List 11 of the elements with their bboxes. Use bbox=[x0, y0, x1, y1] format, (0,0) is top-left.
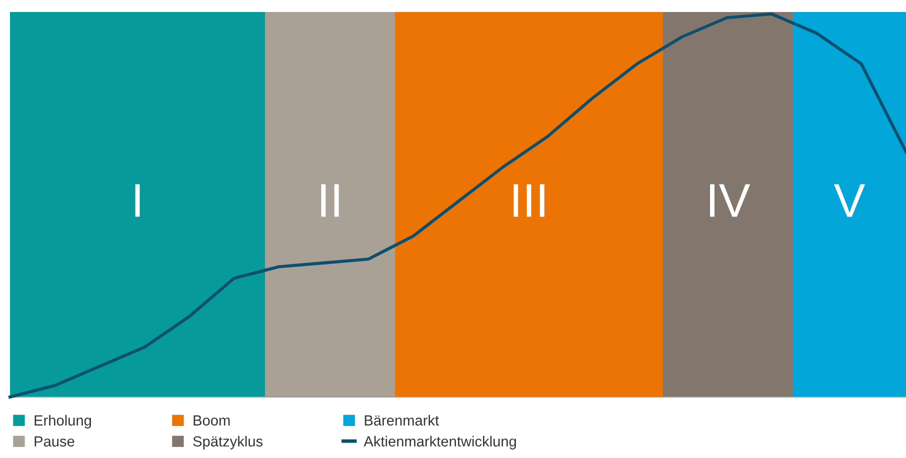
text: Pause bbox=[34, 436, 74, 447]
text: Bärenmarkt bbox=[364, 414, 439, 426]
text: Boom bbox=[194, 415, 230, 426]
annotation: II bbox=[321, 184, 339, 217]
annotation: V bbox=[834, 184, 866, 217]
annotation: I bbox=[135, 184, 140, 217]
annotation: IV bbox=[710, 184, 750, 217]
text: Spätzyklus bbox=[193, 436, 263, 450]
text: Erholung bbox=[34, 414, 91, 428]
legend-label: Aktienmarktentwicklung bbox=[364, 436, 516, 450]
annotation: III bbox=[514, 184, 544, 217]
